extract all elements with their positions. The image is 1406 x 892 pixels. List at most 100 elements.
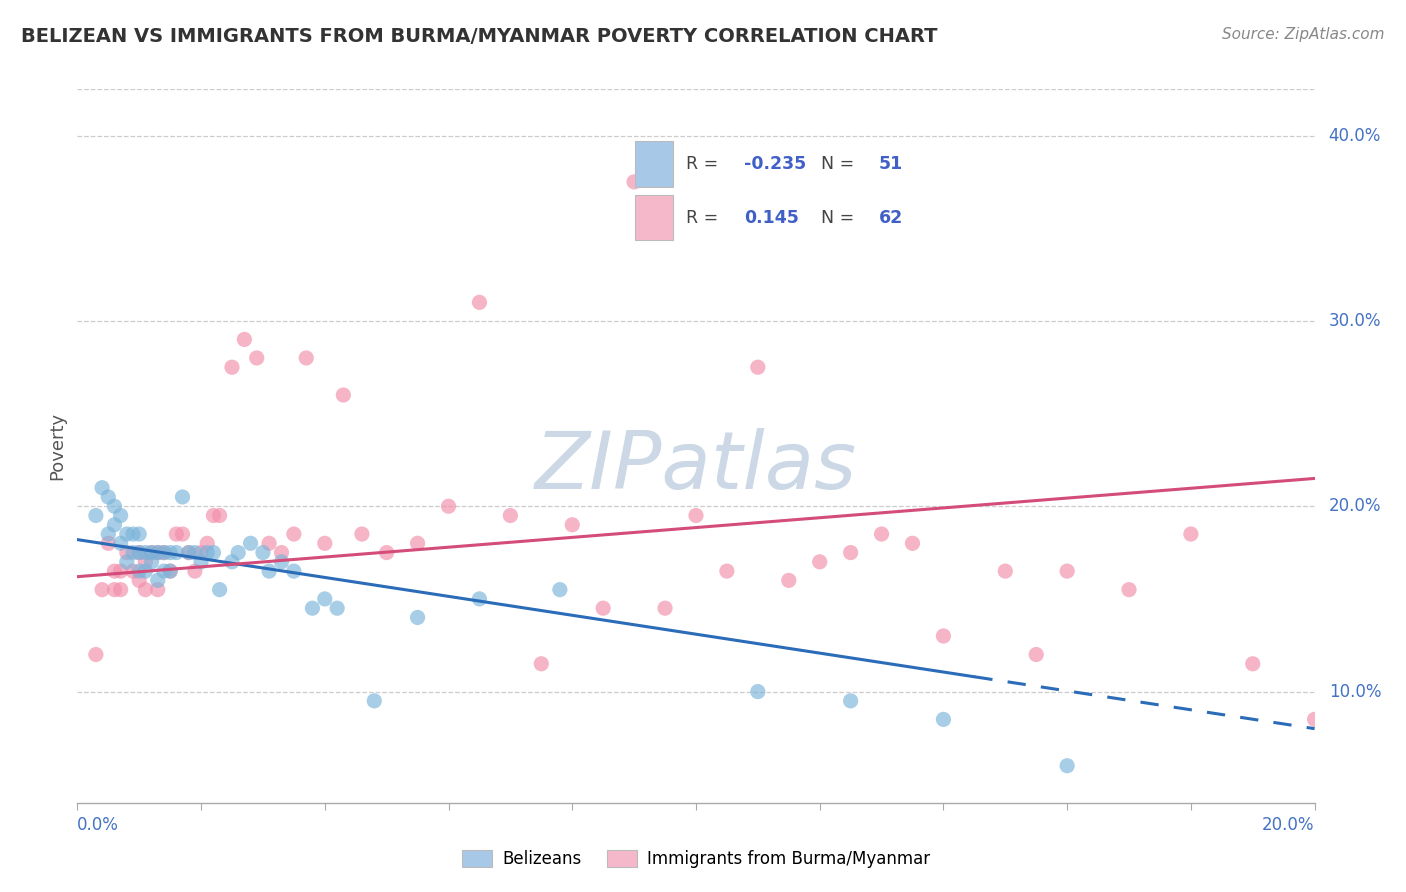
- Point: [172, 490, 194, 504]
- Point: [190, 545, 212, 559]
- Point: [406, 610, 429, 624]
- Point: [128, 545, 150, 559]
- Point: [1118, 582, 1140, 597]
- Text: 20.0%: 20.0%: [1329, 497, 1381, 516]
- Point: [103, 564, 125, 578]
- Point: [141, 555, 163, 569]
- Point: [350, 527, 373, 541]
- Point: [128, 545, 150, 559]
- Text: 51: 51: [879, 155, 903, 173]
- Text: R =: R =: [686, 155, 724, 173]
- Point: [195, 545, 218, 559]
- Point: [1056, 758, 1078, 772]
- Point: [1303, 712, 1326, 726]
- Point: [270, 545, 292, 559]
- Point: [592, 601, 614, 615]
- Point: [91, 582, 114, 597]
- Point: [128, 564, 150, 578]
- Point: [716, 564, 738, 578]
- Point: [184, 564, 207, 578]
- Point: [363, 694, 385, 708]
- Point: [110, 536, 132, 550]
- Point: [84, 508, 107, 523]
- Point: [808, 555, 831, 569]
- Point: [128, 574, 150, 588]
- Point: [623, 175, 645, 189]
- Point: [177, 545, 200, 559]
- Point: [146, 574, 169, 588]
- Text: 0.0%: 0.0%: [77, 816, 120, 834]
- Point: [932, 712, 955, 726]
- Point: [97, 490, 120, 504]
- Point: [159, 564, 181, 578]
- Point: [146, 545, 169, 559]
- Point: [141, 545, 163, 559]
- Point: [141, 545, 163, 559]
- Y-axis label: Poverty: Poverty: [48, 412, 66, 480]
- Text: 62: 62: [879, 209, 903, 227]
- Point: [654, 601, 676, 615]
- Point: [103, 582, 125, 597]
- Point: [153, 564, 176, 578]
- Point: [190, 555, 212, 569]
- Point: [159, 545, 181, 559]
- Text: 30.0%: 30.0%: [1329, 312, 1381, 330]
- Point: [103, 500, 125, 514]
- Point: [301, 601, 323, 615]
- Point: [165, 545, 187, 559]
- FancyBboxPatch shape: [634, 141, 673, 186]
- Text: ZIPatlas: ZIPatlas: [534, 428, 858, 507]
- Text: R =: R =: [686, 209, 724, 227]
- Point: [134, 582, 156, 597]
- Point: [172, 527, 194, 541]
- Point: [406, 536, 429, 550]
- Point: [499, 508, 522, 523]
- Point: [115, 527, 138, 541]
- Point: [839, 545, 862, 559]
- Point: [283, 527, 305, 541]
- Point: [778, 574, 800, 588]
- Point: [110, 508, 132, 523]
- Point: [326, 601, 349, 615]
- Point: [870, 527, 893, 541]
- Point: [103, 517, 125, 532]
- Point: [122, 545, 145, 559]
- Point: [115, 555, 138, 569]
- Text: 0.145: 0.145: [744, 209, 799, 227]
- Point: [747, 684, 769, 698]
- Point: [561, 517, 583, 532]
- Point: [128, 527, 150, 541]
- Point: [994, 564, 1017, 578]
- Legend: Belizeans, Immigrants from Burma/Myanmar: Belizeans, Immigrants from Burma/Myanmar: [454, 842, 938, 877]
- Text: N =: N =: [821, 209, 860, 227]
- Point: [146, 545, 169, 559]
- Point: [110, 564, 132, 578]
- Point: [747, 360, 769, 375]
- Point: [208, 508, 231, 523]
- Point: [332, 388, 354, 402]
- Point: [1241, 657, 1264, 671]
- Point: [153, 545, 176, 559]
- Text: -0.235: -0.235: [744, 155, 806, 173]
- Point: [115, 545, 138, 559]
- Point: [202, 508, 225, 523]
- Point: [134, 555, 156, 569]
- Point: [257, 536, 280, 550]
- Text: Source: ZipAtlas.com: Source: ZipAtlas.com: [1222, 27, 1385, 42]
- Point: [437, 500, 460, 514]
- Point: [97, 527, 120, 541]
- Point: [252, 545, 274, 559]
- Point: [122, 564, 145, 578]
- Point: [165, 527, 187, 541]
- Point: [134, 564, 156, 578]
- Point: [159, 564, 181, 578]
- Point: [221, 555, 243, 569]
- Point: [122, 527, 145, 541]
- FancyBboxPatch shape: [634, 194, 673, 241]
- Point: [468, 591, 491, 606]
- Point: [208, 582, 231, 597]
- Point: [314, 536, 336, 550]
- Point: [295, 351, 318, 365]
- Point: [901, 536, 924, 550]
- Text: 40.0%: 40.0%: [1329, 127, 1381, 145]
